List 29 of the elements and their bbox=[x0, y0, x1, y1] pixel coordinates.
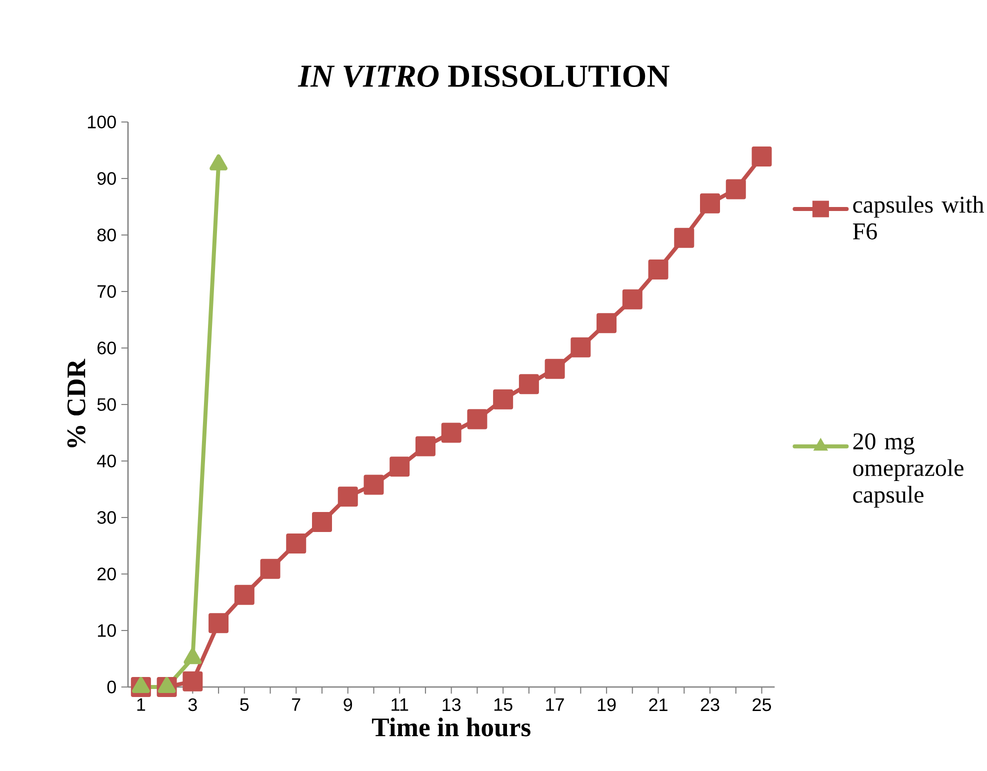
y-tick-label: 0 bbox=[107, 680, 116, 694]
x-tick-label: 3 bbox=[188, 698, 197, 712]
x-tick-label: 7 bbox=[292, 698, 300, 711]
y-tick-label: 80 bbox=[97, 228, 116, 242]
x-tick-label: 25 bbox=[752, 698, 771, 712]
x-tick-label: 17 bbox=[546, 698, 564, 711]
x-tick-label: 13 bbox=[442, 698, 461, 712]
x-tick-label: 19 bbox=[598, 698, 616, 712]
legend-label: 20 mg omeprazole capsule bbox=[853, 433, 964, 508]
y-tick-label: 100 bbox=[88, 116, 116, 128]
chart-title: IN VITRO DISSOLUTION bbox=[298, 65, 670, 88]
x-tick-label: 11 bbox=[392, 698, 408, 711]
y-tick-label: 50 bbox=[97, 398, 116, 411]
x-axis-title: Time in hours bbox=[372, 718, 530, 736]
x-tick-label: 1 bbox=[137, 698, 146, 711]
y-tick-label: 20 bbox=[98, 568, 116, 580]
y-tick-label: 90 bbox=[97, 172, 116, 185]
y-tick-label: 40 bbox=[97, 454, 116, 468]
y-tick-label: 60 bbox=[98, 342, 116, 354]
x-tick-label: 15 bbox=[494, 698, 512, 711]
legend-label: capsules with F6 bbox=[852, 196, 984, 240]
x-tick-label: 23 bbox=[700, 698, 720, 712]
y-tick-label: 70 bbox=[98, 285, 116, 298]
y-tick-label: 30 bbox=[97, 511, 116, 524]
y-axis-title: % CDR bbox=[67, 358, 86, 448]
x-tick-label: 21 bbox=[649, 698, 668, 711]
y-tick-label: 10 bbox=[98, 624, 116, 637]
x-tick-label: 9 bbox=[344, 698, 352, 712]
x-tick-label: 5 bbox=[240, 698, 249, 711]
